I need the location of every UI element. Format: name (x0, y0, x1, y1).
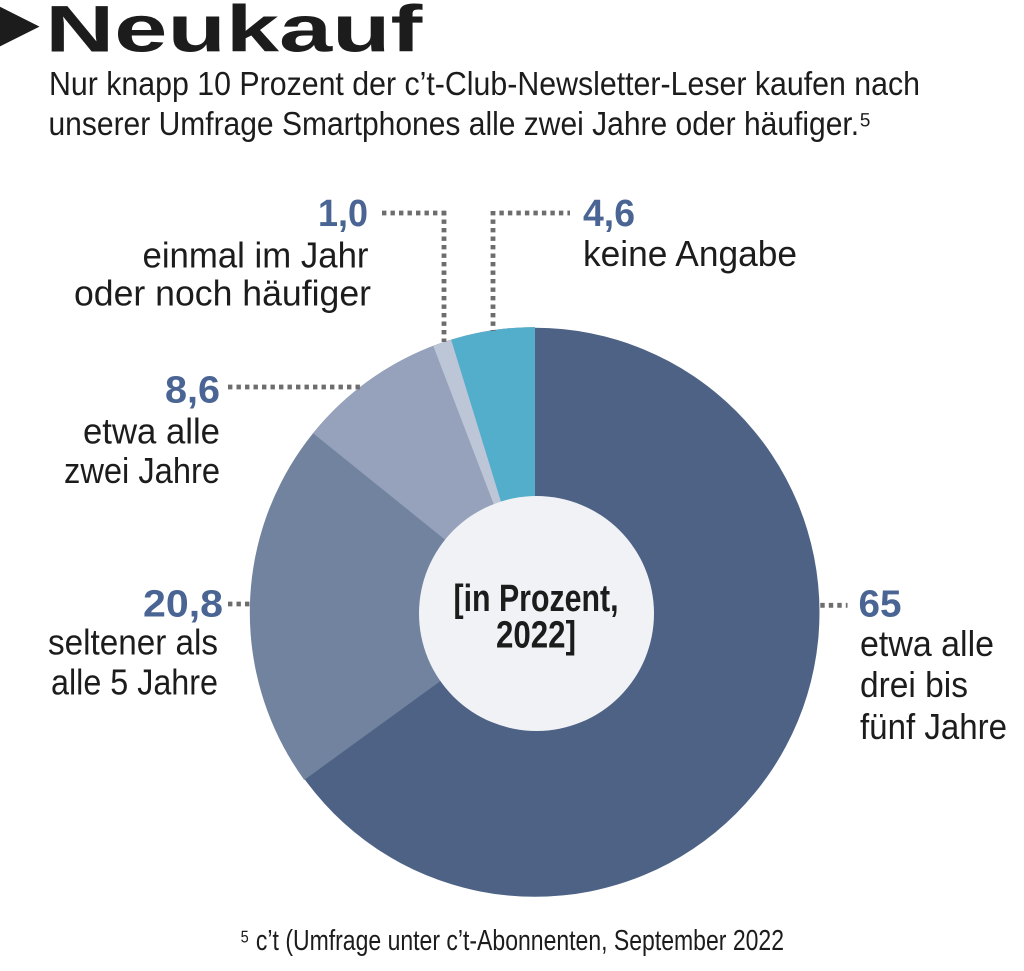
svg-text:alle 5 Jahre: alle 5 Jahre (51, 662, 218, 703)
svg-text:4,6: 4,6 (583, 193, 635, 235)
svg-text:drei bis: drei bis (860, 664, 968, 705)
svg-text:1,0: 1,0 (318, 193, 368, 235)
svg-text:unserer Umfrage Smartphones al: unserer Umfrage Smartphones alle zwei Ja… (49, 105, 872, 142)
svg-text:zwei Jahre: zwei Jahre (64, 450, 220, 491)
svg-text:seltener als: seltener als (48, 622, 218, 663)
svg-text:einmal im Jahr: einmal im Jahr (143, 235, 369, 276)
svg-text:etwa alle: etwa alle (83, 411, 220, 452)
svg-text:65: 65 (859, 584, 902, 626)
svg-text:20,8: 20,8 (143, 584, 223, 626)
svg-text:Neukauf: Neukauf (45, 0, 423, 66)
svg-text:⁵ c’t (Umfrage unter c’t-Abonn: ⁵ c’t (Umfrage unter c’t-Abonnenten, Sep… (240, 925, 784, 957)
svg-text:oder noch häufiger: oder noch häufiger (74, 273, 371, 314)
svg-text:Nur knapp 10 Prozent der c’t-C: Nur knapp 10 Prozent der c’t-Club-Newsle… (49, 65, 920, 102)
svg-text:2022]: 2022] (496, 615, 576, 657)
svg-text:keine Angabe: keine Angabe (583, 233, 797, 274)
svg-text:fünf Jahre: fünf Jahre (860, 706, 1007, 747)
svg-text:etwa alle: etwa alle (860, 623, 994, 664)
svg-text:8,6: 8,6 (165, 370, 220, 412)
svg-text:[in Prozent,: [in Prozent, (454, 578, 619, 620)
